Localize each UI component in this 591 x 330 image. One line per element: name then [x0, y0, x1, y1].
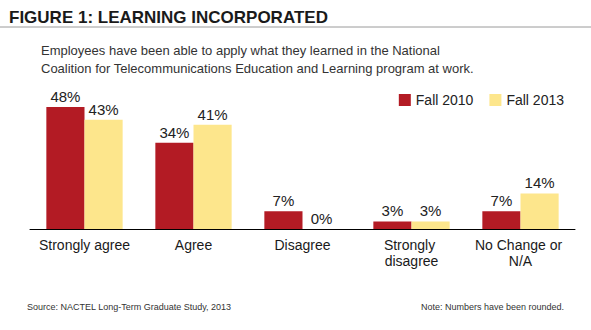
svg-text:3%: 3%: [420, 202, 442, 219]
svg-text:No Change or: No Change or: [475, 237, 566, 253]
svg-text:34%: 34%: [159, 124, 189, 141]
svg-text:Coalition for Telecommunicatio: Coalition for Telecommunications Educati…: [41, 61, 474, 76]
svg-text:N/A: N/A: [509, 253, 533, 269]
svg-text:41%: 41%: [198, 106, 228, 123]
svg-text:Disagree: Disagree: [274, 237, 330, 253]
svg-text:FIGURE 1: LEARNING INCORPORATE: FIGURE 1: LEARNING INCORPORATED: [9, 8, 328, 27]
svg-text:disagree: disagree: [385, 253, 439, 269]
svg-text:Fall 2013: Fall 2013: [506, 92, 564, 108]
svg-text:3%: 3%: [382, 202, 404, 219]
svg-text:Employees have been able to ap: Employees have been able to apply what t…: [41, 43, 444, 58]
svg-text:Fall 2010: Fall 2010: [416, 92, 474, 108]
svg-text:Agree: Agree: [175, 237, 213, 253]
svg-text:48%: 48%: [50, 88, 80, 105]
svg-text:14%: 14%: [525, 174, 555, 191]
svg-text:0%: 0%: [311, 210, 333, 227]
svg-text:7%: 7%: [491, 192, 513, 209]
svg-text:43%: 43%: [89, 101, 119, 118]
svg-text:7%: 7%: [273, 192, 295, 209]
svg-text:Source: NACTEL Long-Term Gradu: Source: NACTEL Long-Term Graduate Study,…: [27, 302, 231, 312]
svg-text:Strongly: Strongly: [384, 237, 439, 253]
svg-text:Note: Numbers have been rounde: Note: Numbers have been rounded.: [421, 302, 564, 312]
svg-text:Strongly agree: Strongly agree: [39, 237, 130, 253]
